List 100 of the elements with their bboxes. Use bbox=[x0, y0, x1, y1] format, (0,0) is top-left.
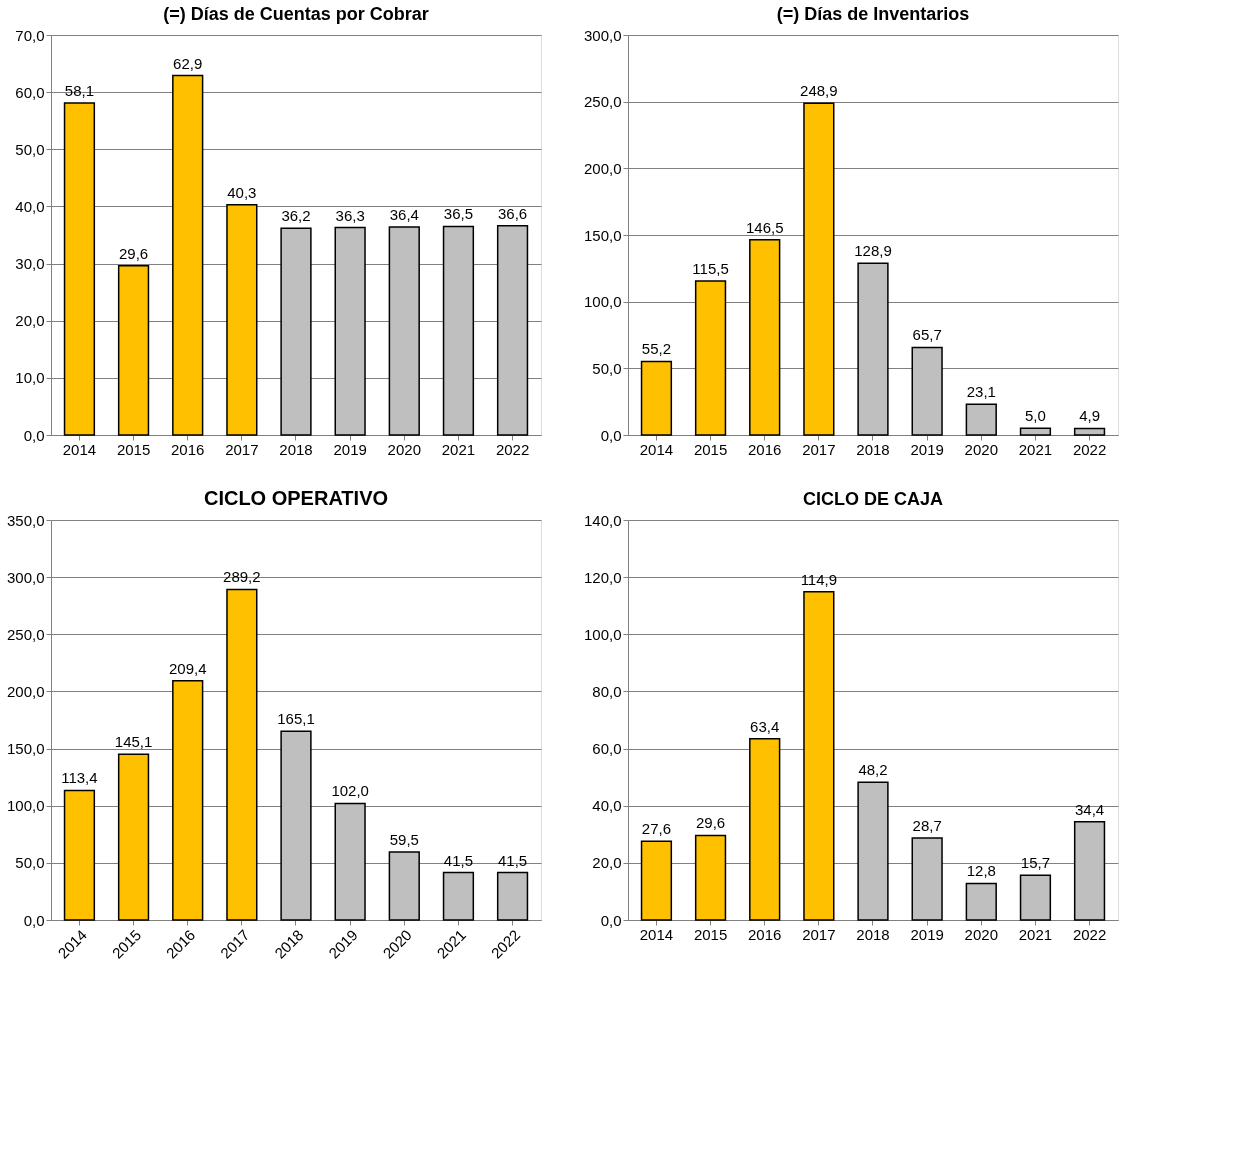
data-label: 28,7 bbox=[912, 817, 942, 834]
data-label: 248,9 bbox=[800, 82, 838, 100]
y-tick-label: 40,0 bbox=[592, 797, 622, 815]
data-label: 114,9 bbox=[800, 570, 838, 588]
y-tick-label: 30,0 bbox=[15, 255, 45, 273]
chart-title: (=) Días de Cuentas por Cobrar bbox=[163, 4, 429, 24]
x-tick-label: 2022 bbox=[495, 440, 530, 458]
bar bbox=[280, 730, 312, 921]
bar bbox=[857, 781, 889, 921]
data-label: 62,9 bbox=[173, 54, 203, 72]
data-label: 36,2 bbox=[281, 207, 311, 225]
y-tick-label: 0,0 bbox=[23, 911, 45, 929]
x-tick-label: 2014 bbox=[639, 925, 674, 943]
y-tick-label: 80,0 bbox=[592, 682, 622, 700]
x-tick-label: 2018 bbox=[856, 925, 890, 943]
x-tick-label: 2018 bbox=[856, 440, 890, 458]
y-tick-label: 60,0 bbox=[592, 740, 622, 758]
data-label: 102,0 bbox=[331, 782, 369, 800]
data-label: 165,1 bbox=[277, 710, 315, 728]
bar bbox=[911, 837, 943, 921]
x-tick-label: 2018 bbox=[279, 440, 313, 458]
y-tick-label: 300,0 bbox=[6, 568, 45, 586]
y-tick-label: 0,0 bbox=[600, 911, 622, 929]
data-label: 58,1 bbox=[64, 82, 95, 99]
bar bbox=[1073, 427, 1106, 436]
chart-title: CICLO OPERATIVO bbox=[203, 487, 389, 509]
bar bbox=[280, 227, 312, 436]
data-label: 128,9 bbox=[854, 242, 892, 260]
data-label: 23,1 bbox=[966, 383, 996, 401]
data-label: 36,4 bbox=[389, 206, 419, 223]
x-tick-label: 2022 bbox=[1072, 925, 1107, 943]
bar bbox=[911, 346, 943, 436]
y-tick-label: 50,0 bbox=[15, 854, 45, 872]
bar bbox=[388, 226, 420, 436]
y-tick-label: 10,0 bbox=[15, 369, 45, 387]
data-label: 48,2 bbox=[858, 761, 888, 779]
y-tick-label: 100,0 bbox=[6, 797, 45, 815]
x-tick-label: 2020 bbox=[964, 925, 998, 943]
data-label: 289,2 bbox=[223, 568, 261, 586]
x-tick-label: 2020 bbox=[964, 440, 998, 458]
bar bbox=[749, 738, 781, 921]
bar bbox=[442, 225, 475, 436]
data-label: 59,5 bbox=[389, 831, 419, 848]
data-label: 36,3 bbox=[335, 206, 365, 224]
x-tick-label: 2021 bbox=[1018, 925, 1053, 943]
y-tick-label: 20,0 bbox=[592, 854, 622, 872]
x-tick-label: 2021 bbox=[1018, 440, 1053, 458]
bar bbox=[334, 802, 366, 921]
bar bbox=[694, 280, 727, 436]
x-tick-label: 2019 bbox=[910, 925, 944, 943]
bar bbox=[857, 262, 889, 436]
bar bbox=[388, 851, 420, 921]
x-tick-label: 2015 bbox=[693, 925, 728, 943]
data-label: 29,6 bbox=[695, 814, 726, 832]
chart-title: (=) Días de Inventarios bbox=[776, 4, 970, 24]
y-tick-label: 20,0 bbox=[15, 312, 45, 330]
data-label: 55,2 bbox=[641, 340, 672, 358]
data-label: 145,1 bbox=[114, 733, 153, 751]
x-tick-label: 2016 bbox=[748, 925, 782, 943]
data-label: 36,5 bbox=[443, 205, 474, 223]
x-tick-label: 2017 bbox=[802, 440, 836, 458]
bar bbox=[965, 882, 997, 921]
y-tick-label: 250,0 bbox=[6, 625, 45, 643]
data-label: 12,8 bbox=[966, 862, 996, 880]
bar bbox=[803, 590, 835, 921]
bar bbox=[749, 238, 781, 436]
y-tick-label: 250,0 bbox=[583, 93, 622, 111]
x-tick-label: 2017 bbox=[802, 925, 836, 943]
bar bbox=[63, 102, 96, 436]
y-tick-label: 0,0 bbox=[23, 426, 45, 444]
bar bbox=[117, 753, 150, 921]
bar bbox=[1073, 820, 1106, 921]
bar bbox=[334, 226, 366, 436]
data-label: 27,6 bbox=[641, 820, 672, 838]
data-label: 115,5 bbox=[692, 260, 729, 277]
bar bbox=[496, 871, 529, 921]
y-tick-label: 150,0 bbox=[6, 740, 45, 758]
data-label: 146,5 bbox=[745, 218, 784, 236]
y-tick-label: 200,0 bbox=[6, 682, 45, 700]
y-tick-label: 50,0 bbox=[592, 359, 622, 377]
x-tick-label: 2019 bbox=[333, 440, 367, 458]
bar bbox=[442, 871, 475, 921]
x-tick-label: 2017 bbox=[225, 440, 259, 458]
x-tick-label: 2021 bbox=[441, 440, 476, 458]
y-tick-label: 100,0 bbox=[583, 293, 622, 311]
y-tick-label: 350,0 bbox=[6, 511, 45, 529]
bar bbox=[226, 588, 258, 921]
bar bbox=[1019, 874, 1052, 921]
data-label: 5,0 bbox=[1025, 407, 1046, 425]
bar bbox=[1019, 427, 1052, 436]
x-tick-label: 2016 bbox=[171, 440, 205, 458]
x-tick-label: 2014 bbox=[62, 440, 97, 458]
y-tick-label: 40,0 bbox=[15, 197, 45, 215]
y-tick-label: 120,0 bbox=[583, 568, 622, 586]
x-tick-label: 2022 bbox=[1072, 440, 1107, 458]
data-label: 36,6 bbox=[497, 204, 528, 222]
y-tick-label: 50,0 bbox=[15, 140, 45, 158]
x-tick-label: 2014 bbox=[639, 440, 674, 458]
data-label: 29,6 bbox=[118, 244, 149, 262]
bar bbox=[172, 74, 204, 436]
